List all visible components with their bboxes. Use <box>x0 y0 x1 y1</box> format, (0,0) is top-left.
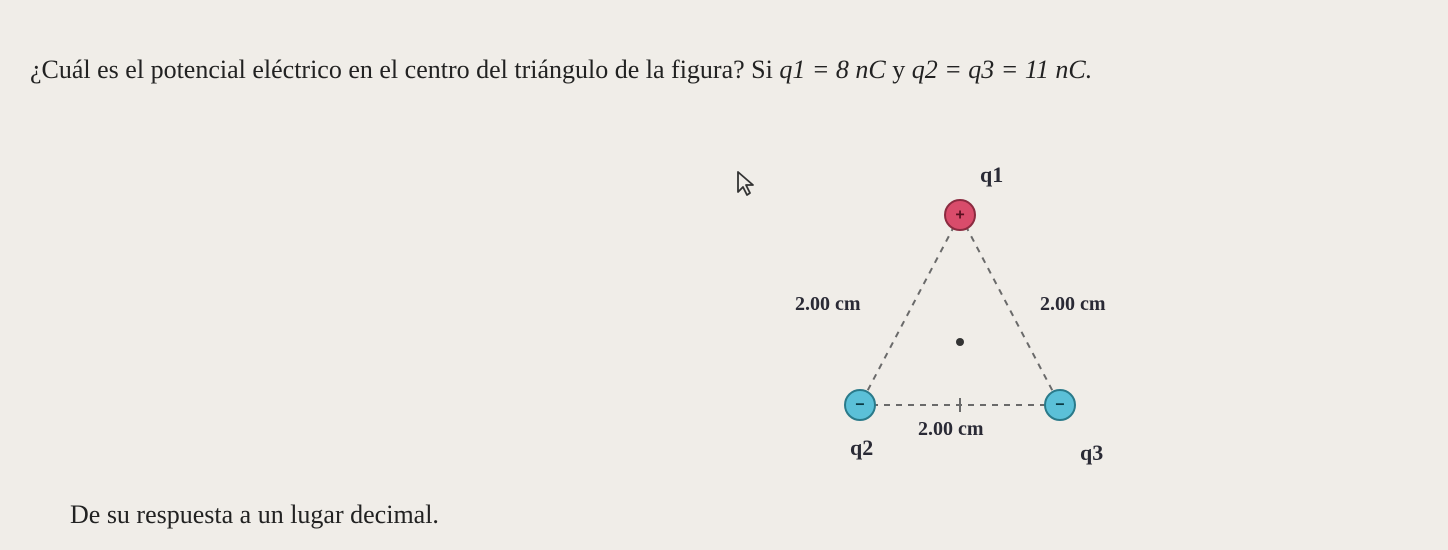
question-text: ¿Cuál es el potencial eléctrico en el ce… <box>30 50 1418 89</box>
charge-q3: − <box>1045 390 1075 420</box>
side-label-left: 2.00 cm <box>795 293 861 315</box>
instruction-text: De su respuesta a un lugar decimal. <box>70 500 439 530</box>
question-prefix: ¿Cuál es el potencial eléctrico en el ce… <box>30 55 779 84</box>
plus-icon: + <box>955 207 964 224</box>
centroid-dot <box>956 338 964 346</box>
problem-page: ¿Cuál es el potencial eléctrico en el ce… <box>0 0 1448 550</box>
charge-q1: + <box>945 200 975 230</box>
label-q3: q3 <box>1080 440 1103 465</box>
minus-icon: − <box>855 397 864 414</box>
side-label-bottom: 2.00 cm <box>918 418 984 440</box>
equation-q1: q1 = 8 nC <box>779 55 885 84</box>
question-conj: y <box>886 55 912 84</box>
side-label-right: 2.00 cm <box>1040 293 1106 315</box>
equation-q2q3: q2 = q3 = 11 nC. <box>912 55 1093 84</box>
triangle-side-left <box>860 215 960 405</box>
minus-icon: − <box>1055 397 1064 414</box>
triangle-diagram: + − − 2.00 cm 2.00 cm 2.00 cm q1 q2 q3 <box>700 160 1220 470</box>
label-q2: q2 <box>850 435 873 460</box>
label-q1: q1 <box>980 162 1003 187</box>
charge-q2: − <box>845 390 875 420</box>
